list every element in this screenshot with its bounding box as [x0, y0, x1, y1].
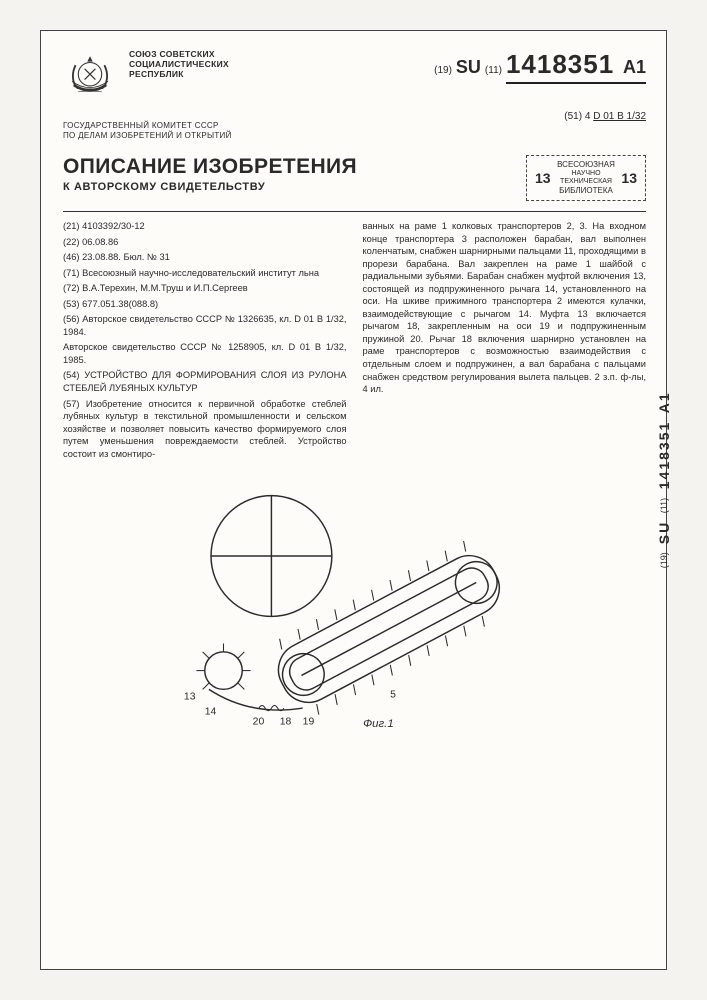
field-21: (21) 4103392/30-12 — [63, 220, 347, 233]
doc-subtitle: К АВТОРСКОМУ СВИДЕТЕЛЬСТВУ — [63, 181, 357, 193]
ussr-emblem-icon — [63, 49, 117, 103]
country-code: SU — [456, 57, 481, 78]
code-mid: (11) — [485, 65, 502, 76]
ref-5: 5 — [390, 690, 396, 701]
union-header: СОЮЗ СОВЕТСКИХ СОЦИАЛИСТИЧЕСКИХ РЕСПУБЛИ… — [129, 49, 229, 80]
figure-1: 13 14 20 18 19 5 Фиг.1 — [63, 481, 646, 731]
pub-suffix: A1 — [623, 57, 646, 77]
field-53: (53) 677.051.38(088.8) — [63, 298, 347, 311]
code-prefix: (19) — [434, 65, 452, 76]
ref-13: 13 — [184, 692, 196, 703]
field-54: (54) УСТРОЙСТВО ДЛЯ ФОРМИРОВАНИЯ СЛОЯ ИЗ… — [63, 369, 347, 394]
union-line: СОЮЗ СОВЕТСКИХ — [129, 49, 229, 59]
ref-18: 18 — [280, 717, 292, 728]
right-column: ванных на раме 1 колковых транспортеров … — [363, 220, 647, 463]
field-56a: (56) Авторское свидетельство СССР № 1326… — [63, 313, 347, 338]
committee: ГОСУДАРСТВЕННЫЙ КОМИТЕТ СССР ПО ДЕЛАМ ИЗ… — [63, 121, 232, 141]
committee-line: ПО ДЕЛАМ ИЗОБРЕТЕНИЙ И ОТКРЫТИЙ — [63, 131, 232, 141]
ref-19: 19 — [302, 717, 314, 728]
field-72: (72) В.А.Терехин, М.М.Труш и И.П.Сергеев — [63, 282, 347, 295]
doc-title: ОПИСАНИЕ ИЗОБРЕТЕНИЯ — [63, 155, 357, 179]
field-57: (57) Изобретение относится к первичной о… — [63, 398, 347, 461]
union-line: РЕСПУБЛИК — [129, 69, 229, 79]
field-71: (71) Всесоюзный научно-исследовательский… — [63, 267, 347, 280]
field-56b: Авторское свидетельство СССР № 1258905, … — [63, 341, 347, 366]
abstract-continued: ванных на раме 1 колковых транспортеров … — [363, 220, 647, 396]
body-columns: (21) 4103392/30-12 (22) 06.08.86 (46) 23… — [63, 220, 646, 463]
field-22: (22) 06.08.86 — [63, 236, 347, 249]
figure-caption: Фиг.1 — [363, 718, 394, 730]
ref-14: 14 — [205, 707, 217, 718]
pub-number: 1418351 — [506, 49, 614, 79]
publication-number: (19) SU (11) 1418351 A1 — [434, 49, 646, 84]
committee-line: ГОСУДАРСТВЕННЫЙ КОМИТЕТ СССР — [63, 121, 232, 131]
left-column: (21) 4103392/30-12 (22) 06.08.86 (46) 23… — [63, 220, 347, 463]
field-46: (46) 23.08.88. Бюл. № 31 — [63, 251, 347, 264]
ref-20: 20 — [252, 717, 264, 728]
library-stamp: ВСЕСОЮЗНАЯ 13 НАУЧНО ТЕХНИЧЕСКАЯ 13 БИБЛ… — [526, 155, 646, 201]
side-publication-code: (19) SU (11) 1418351 A1 — [656, 391, 672, 568]
ipc-code: (51) 4 D 01 B 1/32 — [564, 111, 646, 141]
pub-number-block: 1418351 A1 — [506, 49, 646, 84]
union-line: СОЦИАЛИСТИЧЕСКИХ — [129, 59, 229, 69]
